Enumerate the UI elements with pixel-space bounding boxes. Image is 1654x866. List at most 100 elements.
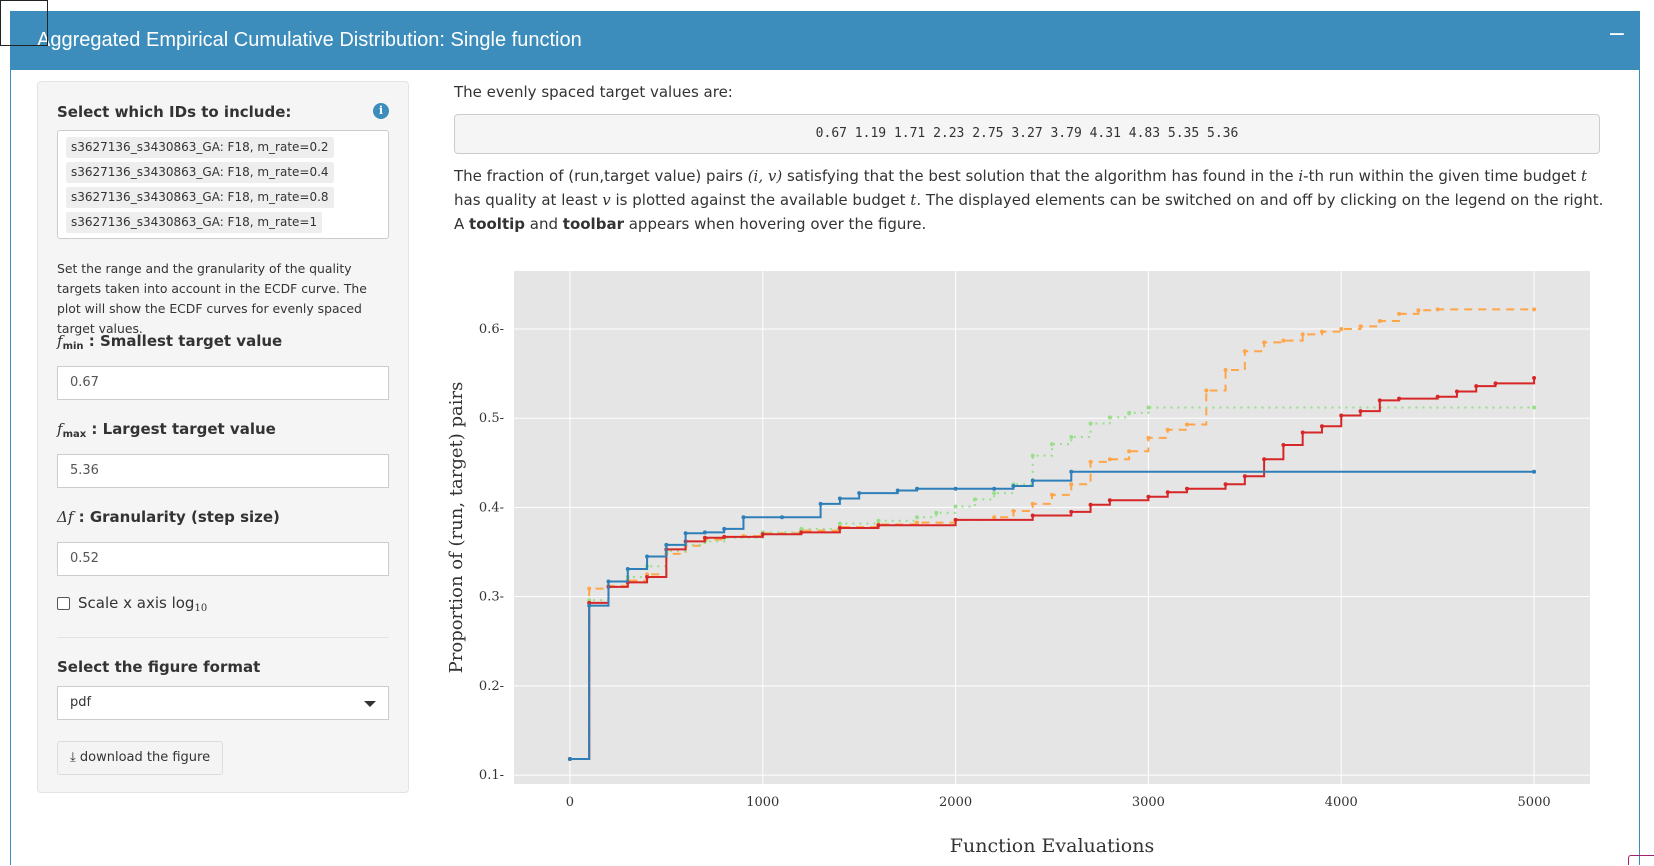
series-point[interactable] (915, 486, 920, 491)
series-point[interactable] (1223, 368, 1228, 373)
series-point[interactable] (1532, 469, 1537, 474)
series-point[interactable] (1242, 349, 1247, 354)
series-line[interactable] (569, 406, 1535, 761)
id-tag[interactable]: s3627136_s3430863_GA: F18, m_rate=0.4 (66, 162, 334, 183)
series-point[interactable] (837, 521, 842, 526)
series-point[interactable] (1416, 308, 1421, 313)
series-point[interactable] (1030, 501, 1035, 506)
series-point[interactable] (1030, 453, 1035, 458)
series-point[interactable] (1030, 478, 1035, 483)
series-point[interactable] (780, 515, 785, 520)
series-point[interactable] (1050, 492, 1054, 497)
ecdf-plot[interactable]: 0 1000 2000 3000 4000 5000 0.1- 0.2- 0.3- 0.4- 0.5… (440, 262, 1600, 862)
collapse-icon[interactable]: − (1607, 22, 1627, 47)
series-point[interactable] (1088, 421, 1093, 426)
series-point[interactable] (1184, 422, 1189, 427)
series-point[interactable] (1281, 442, 1286, 447)
series-point[interactable] (1358, 324, 1363, 329)
series-point[interactable] (702, 535, 707, 540)
series-point[interactable] (1281, 338, 1286, 343)
series-point[interactable] (799, 526, 804, 531)
series-point[interactable] (760, 532, 765, 537)
series-point[interactable] (1107, 457, 1112, 462)
series-point[interactable] (1069, 509, 1074, 514)
info-icon[interactable]: i (373, 103, 389, 119)
series-point[interactable] (1474, 384, 1479, 389)
series-point[interactable] (1435, 307, 1440, 312)
series-point[interactable] (1165, 427, 1170, 432)
id-tag[interactable]: s3627136_s3430863_GA: F18, m_rate=0.8 (66, 187, 334, 208)
id-tag[interactable]: s3627136_s3430863_GA: F18, m_rate=1 (66, 212, 323, 233)
series-point[interactable] (1011, 508, 1016, 513)
series-point[interactable] (915, 515, 920, 520)
series-point[interactable] (1493, 381, 1498, 386)
series-point[interactable] (1069, 482, 1074, 487)
series-point[interactable] (915, 520, 920, 525)
series-point[interactable] (1358, 409, 1363, 414)
series-point[interactable] (1050, 442, 1054, 447)
series-point[interactable] (1107, 498, 1112, 503)
series-point[interactable] (1011, 484, 1016, 489)
series-point[interactable] (1146, 494, 1151, 499)
format-select[interactable]: pdf (57, 686, 389, 720)
series-point[interactable] (1127, 410, 1132, 415)
series-point[interactable] (953, 486, 958, 491)
series-point[interactable] (1242, 474, 1247, 479)
series-point[interactable] (837, 496, 842, 501)
series-point[interactable] (992, 486, 997, 491)
series-point[interactable] (992, 491, 997, 496)
series-point[interactable] (1262, 457, 1267, 462)
series-point[interactable] (587, 586, 592, 591)
download-button[interactable]: ⤓ download the figure (57, 741, 224, 775)
series-point[interactable] (606, 579, 611, 584)
series-point[interactable] (664, 542, 669, 547)
series-point[interactable] (722, 526, 727, 531)
series-point[interactable] (1030, 513, 1035, 518)
series-point[interactable] (1319, 424, 1324, 429)
series-point[interactable] (1146, 405, 1151, 410)
series-point[interactable] (1262, 340, 1267, 345)
series-point[interactable] (1532, 405, 1537, 410)
series-point[interactable] (972, 497, 977, 502)
id-tag[interactable]: s3627136_s3430863_GA: F18, m_rate=0.2 (66, 137, 334, 158)
series-point[interactable] (1088, 502, 1093, 507)
series-point[interactable] (1377, 318, 1382, 323)
series-point[interactable] (1454, 389, 1459, 394)
series-point[interactable] (1397, 396, 1402, 401)
series-point[interactable] (1127, 449, 1132, 454)
series-point[interactable] (567, 757, 572, 762)
series-point[interactable] (1069, 469, 1074, 474)
series-point[interactable] (1146, 435, 1151, 440)
series-point[interactable] (799, 530, 804, 535)
series-point[interactable] (876, 518, 881, 523)
series-point[interactable] (876, 523, 881, 528)
series-point[interactable] (1339, 326, 1344, 331)
ecdf-chart[interactable]: 0 1000 2000 3000 4000 5000 0.1- 0.2- 0.3- 0.4- 0.5… (440, 262, 1600, 862)
series-point[interactable] (1339, 413, 1344, 418)
series-point[interactable] (1435, 394, 1440, 399)
step-input[interactable]: 0.52 (57, 542, 389, 576)
series-point[interactable] (1184, 486, 1189, 491)
series-point[interactable] (818, 501, 823, 506)
series-point[interactable] (1377, 398, 1382, 403)
series-point[interactable] (1532, 307, 1537, 312)
scale-log-checkbox[interactable] (57, 597, 70, 610)
series-point[interactable] (992, 515, 997, 520)
series-point[interactable] (895, 488, 900, 493)
series-point[interactable] (1088, 459, 1093, 464)
series-point[interactable] (1397, 311, 1402, 316)
series-point[interactable] (645, 575, 650, 580)
series-point[interactable] (1300, 430, 1305, 435)
series-group[interactable] (567, 307, 1537, 762)
series-point[interactable] (857, 491, 862, 496)
series-point[interactable] (1107, 415, 1112, 420)
id-multiselect[interactable]: s3627136_s3430863_GA: F18, m_rate=0.2 s3… (57, 130, 389, 239)
series-point[interactable] (1069, 434, 1074, 439)
series-point[interactable] (1319, 329, 1324, 334)
fmax-input[interactable]: 5.36 (57, 454, 389, 488)
series-point[interactable] (1300, 332, 1305, 337)
series-point[interactable] (722, 534, 727, 539)
series-point[interactable] (1223, 482, 1228, 487)
series-point[interactable] (625, 566, 630, 571)
series-point[interactable] (837, 525, 842, 530)
